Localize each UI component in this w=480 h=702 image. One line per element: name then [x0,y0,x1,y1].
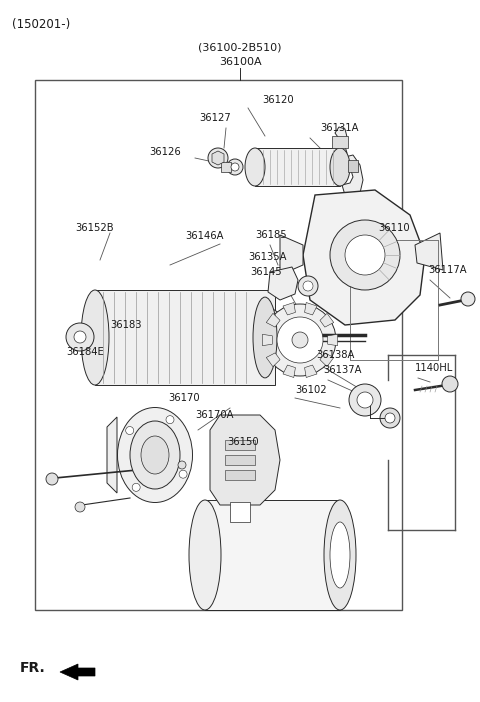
Ellipse shape [245,148,265,186]
Text: 36145: 36145 [250,267,282,277]
Circle shape [357,392,373,408]
Bar [221,162,231,172]
Polygon shape [335,127,347,157]
Circle shape [231,163,239,171]
Polygon shape [303,190,425,325]
Bar [255,148,340,186]
Polygon shape [280,235,303,275]
Circle shape [74,331,86,343]
Text: 36102: 36102 [295,385,326,395]
Circle shape [303,281,313,291]
Text: 36135A: 36135A [248,252,287,262]
Circle shape [179,470,187,478]
Text: 36183: 36183 [110,320,142,330]
Text: FR.: FR. [20,661,46,675]
Text: 36100A: 36100A [219,57,261,67]
Bar [332,136,348,148]
Ellipse shape [324,500,356,610]
Polygon shape [331,195,350,230]
Text: 36170A: 36170A [195,410,233,420]
Circle shape [380,408,400,428]
Polygon shape [305,365,317,378]
Polygon shape [230,502,250,522]
Polygon shape [320,313,334,327]
Text: 36110: 36110 [378,223,409,233]
Polygon shape [266,313,280,327]
Polygon shape [283,303,295,315]
Polygon shape [283,365,295,378]
Text: 1140HL: 1140HL [415,363,453,373]
Bar [225,455,255,465]
Polygon shape [342,155,363,197]
Polygon shape [266,353,280,366]
Ellipse shape [330,522,350,588]
Text: 36185: 36185 [255,230,287,240]
Circle shape [385,413,395,423]
Text: 36146A: 36146A [185,231,224,241]
Polygon shape [210,415,280,505]
Ellipse shape [189,500,221,610]
Circle shape [345,235,385,275]
Ellipse shape [81,290,109,385]
Circle shape [166,416,174,424]
Ellipse shape [141,436,169,474]
Circle shape [461,292,475,306]
Polygon shape [107,417,117,493]
Text: 36120: 36120 [262,95,294,105]
Circle shape [66,323,94,351]
Circle shape [349,384,381,416]
Text: 36138A: 36138A [316,350,354,360]
Circle shape [298,276,318,296]
Text: 36117A: 36117A [428,265,467,275]
Bar [225,440,255,450]
Text: (150201-): (150201-) [12,18,70,31]
Ellipse shape [330,148,350,186]
Polygon shape [212,151,224,165]
Polygon shape [328,334,337,345]
Circle shape [292,332,308,348]
Text: 36150: 36150 [227,437,259,447]
Circle shape [75,502,85,512]
Text: 36170: 36170 [168,393,200,403]
Bar [205,500,340,610]
Circle shape [214,154,222,162]
Circle shape [208,148,228,168]
Circle shape [126,427,134,435]
Circle shape [46,473,58,485]
Bar [95,290,275,385]
Text: 36184E: 36184E [66,347,104,357]
Ellipse shape [130,421,180,489]
Polygon shape [60,664,95,680]
Text: (36100-2B510): (36100-2B510) [198,43,282,53]
Circle shape [178,461,186,469]
Polygon shape [320,353,334,366]
Circle shape [442,376,458,392]
Polygon shape [415,233,443,270]
Circle shape [330,220,400,290]
Circle shape [132,484,140,491]
Text: 36127: 36127 [199,113,231,123]
Polygon shape [265,304,315,371]
Text: 36137A: 36137A [323,365,361,375]
Text: 36131A: 36131A [320,123,359,133]
Circle shape [264,304,336,376]
Polygon shape [263,334,272,345]
Ellipse shape [253,297,277,378]
Text: 36126: 36126 [149,147,181,157]
Bar [35,80,402,610]
Text: 36152B: 36152B [75,223,114,233]
Circle shape [227,159,243,175]
Polygon shape [268,267,298,300]
Bar [348,160,358,172]
Ellipse shape [118,407,192,503]
Bar [225,470,255,480]
Polygon shape [305,303,317,315]
Circle shape [277,317,323,363]
